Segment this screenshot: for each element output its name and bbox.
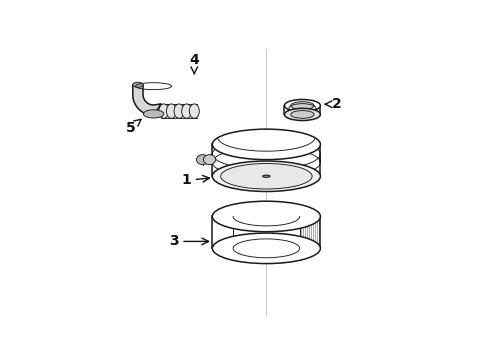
Ellipse shape	[284, 99, 320, 112]
Ellipse shape	[291, 102, 314, 109]
Ellipse shape	[291, 111, 314, 118]
Text: 1: 1	[181, 174, 209, 188]
Ellipse shape	[263, 175, 270, 177]
Ellipse shape	[212, 201, 320, 232]
Ellipse shape	[174, 104, 184, 118]
Ellipse shape	[143, 110, 164, 118]
Ellipse shape	[159, 104, 169, 118]
Text: 4: 4	[190, 53, 199, 73]
Ellipse shape	[182, 104, 192, 118]
Text: 2: 2	[325, 97, 342, 111]
Text: 3: 3	[169, 234, 209, 248]
Polygon shape	[133, 85, 161, 115]
Text: 5: 5	[125, 119, 141, 135]
Ellipse shape	[203, 155, 216, 165]
Ellipse shape	[167, 104, 176, 118]
Ellipse shape	[133, 82, 143, 87]
Ellipse shape	[212, 161, 320, 192]
Ellipse shape	[212, 129, 320, 159]
Ellipse shape	[220, 163, 312, 189]
Ellipse shape	[189, 104, 199, 118]
Ellipse shape	[212, 233, 320, 264]
Ellipse shape	[233, 239, 300, 258]
Ellipse shape	[196, 155, 209, 165]
Ellipse shape	[284, 108, 320, 121]
